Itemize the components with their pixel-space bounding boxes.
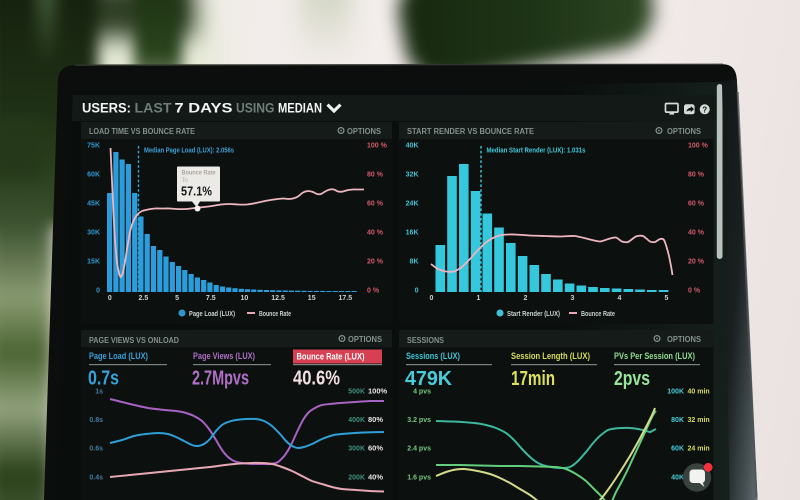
svg-text:Page Load (LUX): Page Load (LUX) [189, 309, 235, 318]
svg-text:0 %: 0 % [688, 288, 701, 295]
svg-text:60K: 60K [87, 172, 100, 179]
svg-text:8K: 8K [410, 259, 419, 266]
svg-text:Bounce Rate: Bounce Rate [581, 309, 615, 318]
svg-text:1.6 pvs: 1.6 pvs [407, 475, 431, 482]
svg-text:3.2 pvs: 3.2 pvs [407, 417, 431, 424]
svg-text:100K: 100K [667, 389, 684, 396]
svg-text:Bounce Rate (LUX): Bounce Rate (LUX) [297, 352, 365, 362]
svg-text:40%: 40% [368, 473, 383, 482]
svg-text:3: 3 [571, 295, 575, 302]
svg-text:20 %: 20 % [688, 259, 705, 266]
svg-text:80K: 80K [671, 417, 684, 424]
svg-text:40.6%: 40.6% [293, 368, 340, 390]
svg-text:OPTIONS: OPTIONS [347, 127, 382, 136]
svg-text:Page Views (LUX): Page Views (LUX) [193, 351, 255, 361]
svg-text:20 %: 20 % [367, 259, 384, 266]
svg-text:0: 0 [430, 295, 434, 302]
svg-text:1: 1 [477, 295, 481, 302]
svg-text:75K: 75K [87, 143, 100, 150]
svg-text:200K: 200K [348, 475, 365, 482]
svg-text:0: 0 [108, 295, 112, 302]
svg-text:40 %: 40 % [367, 230, 384, 237]
svg-text:OPTIONS: OPTIONS [667, 127, 702, 136]
svg-text:17min: 17min [511, 368, 555, 390]
svg-text:0 %: 0 % [367, 288, 380, 295]
svg-text:0: 0 [415, 288, 419, 295]
svg-text:4: 4 [618, 295, 622, 302]
svg-text:0: 0 [96, 288, 100, 295]
svg-text:1s: 1s [95, 389, 103, 396]
svg-text:24K: 24K [406, 201, 419, 208]
svg-text:USERS:: USERS: [82, 101, 131, 116]
svg-text:60 %: 60 % [367, 201, 384, 208]
svg-text:40 min: 40 min [688, 389, 710, 396]
svg-text:USING: USING [236, 101, 275, 116]
svg-text:400K: 400K [348, 417, 365, 424]
svg-text:?: ? [702, 105, 707, 114]
svg-text:24 min: 24 min [688, 446, 710, 453]
svg-text:To: To [182, 178, 189, 184]
svg-text:0.7s: 0.7s [88, 368, 119, 390]
svg-text:10: 10 [241, 295, 249, 302]
svg-text:80 %: 80 % [688, 172, 705, 179]
svg-text:60K: 60K [671, 446, 684, 453]
svg-text:2: 2 [524, 295, 528, 302]
svg-text:LOAD TIME VS BOUNCE RATE: LOAD TIME VS BOUNCE RATE [89, 127, 196, 136]
svg-text:479K: 479K [405, 368, 453, 390]
svg-text:Bounce Rate: Bounce Rate [182, 170, 216, 177]
svg-text:START RENDER VS BOUNCE RATE: START RENDER VS BOUNCE RATE [407, 127, 535, 136]
svg-text:OPTIONS: OPTIONS [348, 335, 383, 344]
svg-text:MEDIAN: MEDIAN [278, 101, 322, 116]
svg-text:40K: 40K [406, 143, 419, 150]
svg-text:Median Start Render (LUX): 1.0: Median Start Render (LUX): 1.031s [487, 146, 586, 155]
svg-text:Sessions (LUX): Sessions (LUX) [406, 351, 460, 361]
svg-text:100%: 100% [368, 387, 388, 396]
svg-text:7 DAYS: 7 DAYS [175, 101, 233, 116]
svg-text:15K: 15K [87, 259, 100, 266]
svg-text:Bounce Rate: Bounce Rate [259, 309, 291, 318]
svg-text:100 %: 100 % [688, 143, 709, 150]
svg-text:Median Page Load (LUX): 2.056s: Median Page Load (LUX): 2.056s [144, 146, 234, 155]
svg-text:300K: 300K [348, 446, 365, 453]
svg-text:32 min: 32 min [688, 417, 710, 424]
svg-text:32K: 32K [406, 172, 419, 179]
svg-text:16K: 16K [406, 230, 419, 237]
svg-text:80%: 80% [368, 415, 383, 424]
svg-text:7.5: 7.5 [206, 295, 216, 302]
svg-text:OPTIONS: OPTIONS [667, 335, 702, 344]
svg-text:PAGE VIEWS VS ONLOAD: PAGE VIEWS VS ONLOAD [89, 336, 179, 345]
svg-text:2.7Mpvs: 2.7Mpvs [192, 368, 249, 390]
svg-text:100 %: 100 % [367, 143, 388, 150]
svg-text:15: 15 [308, 295, 316, 302]
svg-text:Session Length (LUX): Session Length (LUX) [511, 351, 590, 361]
svg-text:57.1%: 57.1% [181, 185, 212, 199]
svg-text:Page Load (LUX): Page Load (LUX) [89, 351, 148, 361]
svg-text:40 %: 40 % [688, 230, 705, 237]
svg-text:30K: 30K [87, 230, 100, 237]
svg-text:12.5: 12.5 [271, 295, 285, 302]
svg-text:0.4s: 0.4s [89, 475, 103, 482]
svg-text:5: 5 [665, 295, 669, 302]
svg-text:60%: 60% [368, 444, 383, 453]
svg-text:SESSIONS: SESSIONS [407, 336, 445, 345]
svg-text:Start Render (LUX): Start Render (LUX) [507, 309, 560, 318]
svg-text:60 %: 60 % [688, 201, 705, 208]
svg-text:500K: 500K [348, 389, 365, 396]
svg-text:5: 5 [175, 295, 179, 302]
svg-text:2.5: 2.5 [139, 295, 149, 302]
svg-text:0.6s: 0.6s [89, 446, 103, 453]
svg-text:40K: 40K [671, 475, 684, 482]
svg-text:4 pvs: 4 pvs [413, 389, 431, 396]
svg-text:0.8s: 0.8s [89, 417, 103, 424]
svg-text:80 %: 80 % [367, 172, 384, 179]
svg-text:2pvs: 2pvs [614, 368, 650, 390]
svg-text:LAST: LAST [135, 101, 173, 116]
svg-text:45K: 45K [87, 201, 100, 208]
svg-text:PVs Per Session (LUX): PVs Per Session (LUX) [614, 351, 695, 361]
svg-text:2.4 pvs: 2.4 pvs [407, 446, 431, 453]
svg-text:17.5: 17.5 [338, 295, 352, 302]
